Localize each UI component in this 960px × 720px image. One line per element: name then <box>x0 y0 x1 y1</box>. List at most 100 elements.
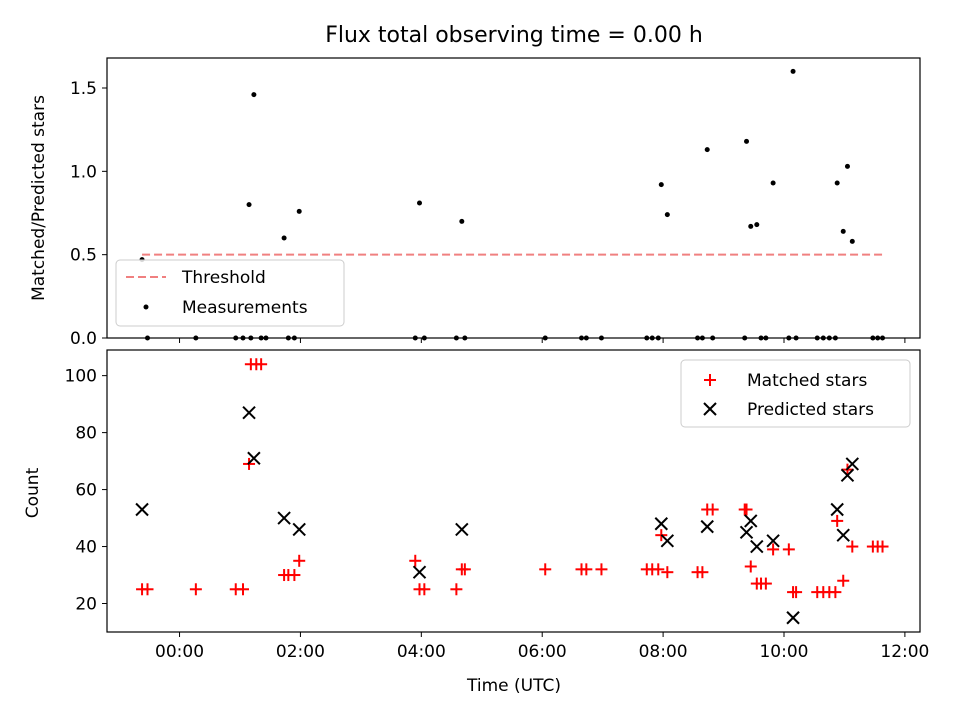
predicted-point-b <box>135 502 149 517</box>
matched-point <box>831 514 844 527</box>
bottom-panel: Count Time (UTC) 20 40 60 80 100 00:00 02:00 04… <box>23 349 929 696</box>
bottom-xtick-label: 10:00 <box>759 642 808 662</box>
top-panel: Flux total observing time = 0.00 h Match… <box>29 23 921 349</box>
matched-point <box>706 503 719 516</box>
bottom-xtick-label: 12:00 <box>880 642 929 662</box>
matched-point <box>876 540 889 553</box>
top-legend: Threshold Measurements <box>115 259 345 327</box>
predicted-point <box>845 457 860 471</box>
bottom-xtick-label: 02:00 <box>276 642 325 662</box>
matched-point <box>759 577 772 590</box>
predicted-point-b <box>242 405 256 420</box>
measurement-point <box>281 235 287 241</box>
measurements-legend-label: Measurements <box>182 298 308 318</box>
matched-legend-label: Matched stars <box>747 371 867 391</box>
top-axes-frame <box>106 57 921 339</box>
predicted-point <box>840 468 855 483</box>
predicted-point <box>654 517 668 531</box>
measurement-point <box>664 212 670 218</box>
matched-point <box>141 583 154 596</box>
measurement-point <box>251 92 257 98</box>
predicted-point <box>412 565 427 579</box>
matched-point <box>293 554 306 567</box>
predicted-point-b <box>766 534 780 548</box>
matched-legend-swatch <box>704 374 716 386</box>
predicted-point-b <box>412 565 427 579</box>
matched-point <box>740 503 753 516</box>
top-ytick-label: 1.0 <box>70 162 97 182</box>
measurement-point <box>844 163 850 169</box>
measurement-point <box>459 218 465 224</box>
measurement-point <box>417 200 423 206</box>
bottom-legend-box <box>680 359 911 428</box>
top-ylabel: Matched/Predicted stars <box>29 95 49 301</box>
predicted-point <box>786 611 800 625</box>
predicted-point <box>292 522 306 537</box>
predicted-point-b <box>739 525 754 540</box>
matched-point <box>595 563 608 576</box>
bottom-ytick-label: 40 <box>75 538 97 558</box>
predicted-point <box>744 514 758 528</box>
matched-point <box>696 566 709 579</box>
matched-point <box>255 358 268 371</box>
bottom-legend: Matched stars Predicted stars <box>680 359 911 428</box>
measurement-point <box>748 223 754 229</box>
matched-point <box>782 543 795 556</box>
bottom-xtick-label: 00:00 <box>155 642 204 662</box>
bottom-axes-frame <box>106 349 921 633</box>
matched-point <box>837 574 850 587</box>
predicted-point-b <box>700 519 714 534</box>
bottom-ytick-label: 20 <box>75 595 97 615</box>
bottom-ytick-label: 80 <box>75 424 97 444</box>
top-ticks: 0.0 0.5 1.0 1.5 <box>70 79 906 349</box>
threshold-legend-label: Threshold <box>181 268 266 288</box>
measurement-point <box>754 222 760 228</box>
measurement-point <box>296 208 302 214</box>
top-legend-box <box>115 259 345 327</box>
predicted-point-b <box>247 451 261 465</box>
matched-point <box>767 543 780 556</box>
predicted-point <box>739 525 754 540</box>
predicted-point-b <box>750 539 764 554</box>
predicted-point-b <box>455 522 469 537</box>
predicted-point <box>277 511 291 525</box>
matched-point <box>418 583 431 596</box>
bottom-ytick-label: 100 <box>65 367 97 387</box>
predicted-legend-swatch <box>703 402 717 416</box>
measurement-point <box>658 182 664 188</box>
predicted-point-b <box>836 528 850 542</box>
predicted-point-b <box>654 517 668 531</box>
measurement-point <box>834 180 840 186</box>
predicted-point-b <box>292 522 306 537</box>
matched-point <box>744 560 757 573</box>
predicted-point <box>135 502 149 517</box>
bottom-xtick-label: 06:00 <box>518 642 567 662</box>
matched-point <box>539 563 552 576</box>
predicted-legend-label: Predicted stars <box>747 400 874 420</box>
predicted-point <box>242 405 256 420</box>
predicted-point-b <box>786 611 800 625</box>
predicted-point <box>455 522 469 537</box>
matched-point <box>409 554 422 567</box>
bottom-xtick-label: 08:00 <box>639 642 688 662</box>
predicted-point-b <box>845 457 860 471</box>
measurement-point <box>840 228 846 234</box>
bottom-xtick-label: 04:00 <box>397 642 446 662</box>
matched-point <box>458 563 471 576</box>
matched-point <box>829 586 842 599</box>
predicted-point-b <box>830 502 844 517</box>
top-title: Flux total observing time = 0.00 h <box>325 23 703 48</box>
top-ytick-label: 0.5 <box>70 246 97 266</box>
measurement-point <box>744 138 750 144</box>
predicted-point-b <box>840 468 855 483</box>
matched-point <box>790 586 803 599</box>
matched-point <box>580 563 593 576</box>
matched-point <box>237 583 250 596</box>
matched-point <box>189 583 202 596</box>
predicted-point <box>836 528 850 542</box>
bottom-ytick-label: 60 <box>75 481 97 501</box>
matched-point <box>450 583 463 596</box>
top-ytick-label: 0.0 <box>70 329 97 349</box>
measurement-point <box>790 68 796 74</box>
